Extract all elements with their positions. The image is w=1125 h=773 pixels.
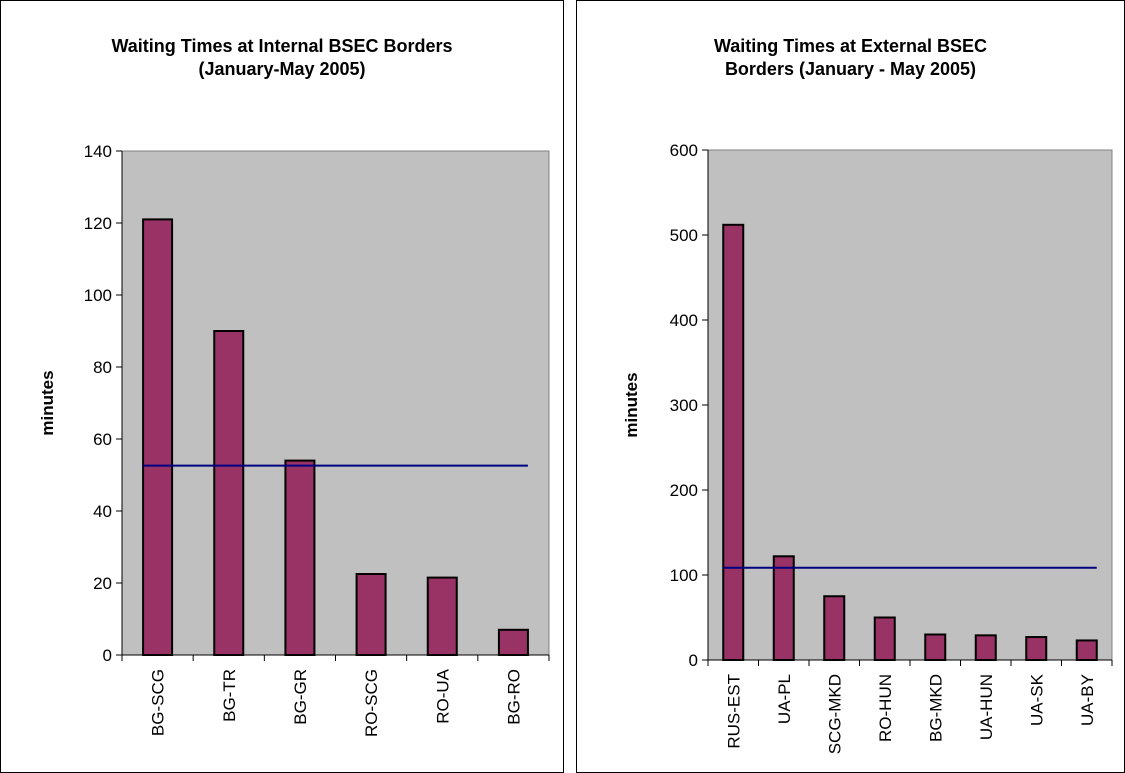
bar	[355, 573, 387, 656]
y-tick-label: 120	[84, 214, 112, 233]
bar	[1075, 639, 1098, 662]
x-tick-label: RUS-EST	[724, 674, 743, 749]
x-tick-label: BG-SCG	[149, 669, 168, 736]
x-tick-label: BG-RO	[504, 669, 523, 725]
chart-external-borders: Waiting Times at External BSEC Borders (…	[576, 0, 1125, 773]
bar	[722, 223, 745, 662]
y-tick-label: 200	[670, 481, 698, 500]
x-tick-label: UA-PL	[775, 674, 794, 724]
bar	[873, 616, 896, 661]
chart-title: Waiting Times at External BSEC Borders (…	[577, 35, 1124, 81]
y-axis-label: minutes	[622, 372, 641, 437]
x-tick-label: SCG-MKD	[825, 674, 844, 754]
bar	[142, 218, 174, 656]
bar	[497, 628, 529, 656]
chart-title: Waiting Times at Internal BSEC Borders (…	[1, 35, 563, 81]
bar	[823, 595, 846, 661]
chart-internal-svg: 0 20 40 60 80 100 120 140 BG-SCG BG-TR BG-GR RO-SCG…	[38, 142, 550, 737]
y-tick-label: 20	[93, 574, 112, 593]
chart-title-line-2: (January-May 2005)	[198, 59, 366, 79]
y-tick-label: 0	[103, 646, 112, 665]
x-tick-label: RO-HUN	[876, 674, 895, 742]
y-tick-label: 100	[670, 566, 698, 585]
chart-title-line-1: Waiting Times at Internal BSEC Borders	[111, 36, 453, 56]
x-tick-label: RO-SCG	[362, 669, 381, 737]
x-tick-label: RO-UA	[433, 668, 452, 723]
y-tick-label: 80	[93, 358, 112, 377]
y-tick-label: 40	[93, 502, 112, 521]
x-tick-label: UA-BY	[1078, 674, 1097, 726]
y-axis-label: minutes	[38, 370, 57, 435]
y-tick-label: 140	[84, 142, 112, 161]
x-tick-label: UA-SK	[1027, 673, 1046, 726]
bar	[772, 555, 795, 661]
chart-external-svg: 0 100 200 300 400 500 600 RUS-EST UA-PL SCG-MKD RO…	[622, 141, 1113, 754]
x-tick-label: BG-TR	[220, 669, 239, 722]
y-tick-label: 500	[670, 226, 698, 245]
chart-title-line-2: Borders (January - May 2005)	[724, 59, 977, 79]
y-tick-label: 300	[670, 396, 698, 415]
bar	[426, 576, 458, 656]
bar	[1025, 636, 1048, 661]
x-tick-label: BG-MKD	[926, 674, 945, 742]
chart-title-line-1: Waiting Times at External BSEC	[713, 36, 988, 56]
bar	[213, 330, 245, 656]
y-tick-label: 0	[689, 651, 698, 670]
y-tick-label: 400	[670, 311, 698, 330]
x-tick-label: BG-GR	[291, 669, 310, 725]
bar	[284, 459, 316, 656]
x-tick-label: UA-HUN	[977, 674, 996, 740]
bar	[974, 634, 997, 661]
bar	[924, 633, 947, 661]
y-tick-label: 100	[84, 286, 112, 305]
chart-internal-borders: Waiting Times at Internal BSEC Borders (…	[0, 0, 564, 773]
plot-area	[121, 150, 550, 656]
plot-area	[707, 149, 1113, 661]
y-tick-label: 60	[93, 430, 112, 449]
y-tick-label: 600	[670, 141, 698, 160]
